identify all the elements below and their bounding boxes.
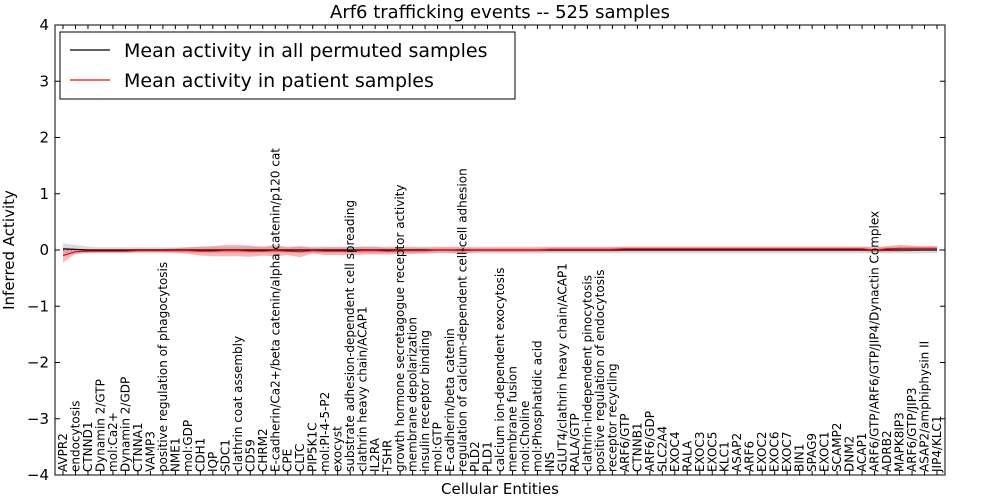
y-tick-label: −1 bbox=[27, 297, 49, 315]
chart-title: Arf6 trafficking events -- 525 samples bbox=[330, 2, 670, 23]
x-tick-label: EXOC5 bbox=[705, 432, 719, 473]
x-tick-label: BIN1 bbox=[793, 444, 807, 472]
x-tick-label: CTNNA1 bbox=[131, 422, 145, 472]
x-tick-label: EXOC1 bbox=[818, 431, 832, 472]
x-tick-label: AVPR2 bbox=[56, 433, 70, 472]
x-tick-label: DNM2 bbox=[843, 436, 857, 472]
x-tick-label: CTNND1 bbox=[81, 421, 95, 472]
x-tick-label: membrane depolarization bbox=[406, 317, 420, 472]
x-tick-label: exocyst bbox=[331, 426, 345, 472]
x-tick-label: receptor recycling bbox=[605, 363, 619, 472]
legend: Mean activity in all permuted samples Me… bbox=[59, 31, 516, 100]
x-tick-label: E-cadherin/beta catenin bbox=[443, 328, 457, 472]
x-axis-label: Cellular Entities bbox=[441, 480, 559, 498]
x-tick-label: RALA/GTP bbox=[568, 413, 582, 472]
x-tick-label: NME1 bbox=[168, 437, 182, 472]
x-tick-label: ACAP1 bbox=[855, 433, 869, 472]
x-tick-label: SPAG9 bbox=[805, 433, 819, 472]
x-tick-label: mol:GDP bbox=[181, 420, 195, 472]
x-tick-label: EXOC3 bbox=[693, 432, 707, 473]
x-tick-label: ARF6/GTP/ARF6/GTP/JIP4/Dynactin Complex bbox=[868, 211, 882, 472]
x-tick-label: CDH1 bbox=[193, 438, 207, 472]
x-tick-label: E-cadherin/Ca2+/beta catenin/alpha caten… bbox=[268, 148, 282, 472]
x-tick-label: mol:Ca2+ bbox=[106, 412, 120, 472]
y-tick-label: 4 bbox=[39, 16, 49, 34]
x-tick-label: EXOC4 bbox=[668, 432, 682, 473]
y-axis-label: Inferred Activity bbox=[0, 190, 18, 310]
y-tick-label: −2 bbox=[27, 354, 49, 372]
legend-label-permuted: Mean activity in all permuted samples bbox=[124, 40, 487, 62]
y-tick-label: 2 bbox=[39, 129, 49, 147]
x-tick-label: mol:Choline bbox=[518, 401, 532, 472]
x-tick-label: mol:Phosphatidic acid bbox=[531, 340, 545, 472]
x-tick-label: SDC1 bbox=[218, 439, 232, 472]
x-tick-label: GLUT4/clathrin heavy chain/ACAP1 bbox=[555, 263, 569, 472]
x-tick-label: CPE bbox=[281, 449, 295, 472]
x-tick-label: CLTC bbox=[293, 444, 307, 472]
x-tick-label: IL2RA bbox=[368, 437, 382, 472]
x-tick-label: SCAMP2 bbox=[830, 423, 844, 472]
x-tick-label: PLD2 bbox=[468, 441, 482, 472]
x-tick-label: MAPK8IP3 bbox=[893, 412, 907, 472]
x-tick-label: IQP bbox=[206, 452, 220, 472]
y-tick-label: 0 bbox=[39, 241, 49, 259]
x-tick-label: positive regulation of endocytosis bbox=[593, 269, 607, 472]
x-tick-label: ARF6/GTP/JIP3 bbox=[905, 387, 919, 472]
series-lines bbox=[55, 247, 945, 257]
x-tick-label: PLD1 bbox=[481, 441, 495, 472]
x-tick-label: endocytosis bbox=[69, 400, 83, 472]
x-tick-label: ASAP2 bbox=[730, 433, 744, 472]
x-tick-label: calcium ion-dependent exocytosis bbox=[493, 268, 507, 473]
confidence-band-permuted bbox=[63, 243, 937, 255]
x-tick-label: JIP4/KLC1 bbox=[930, 415, 944, 473]
y-tick-label: 1 bbox=[39, 185, 49, 203]
x-tick-label: Dynamin 2/GDP bbox=[118, 377, 132, 472]
x-tick-label: SLC2A4 bbox=[655, 426, 669, 472]
x-tick-label: growth hormone secretagogue receptor act… bbox=[393, 185, 407, 472]
x-tick-label: TSHR bbox=[381, 440, 395, 473]
x-tick-label: RALA bbox=[680, 440, 694, 472]
y-tick-label: 3 bbox=[39, 72, 49, 90]
series-line-patient bbox=[62, 247, 937, 257]
x-tick-label: EXOC7 bbox=[780, 432, 794, 473]
x-tick-label: VAMP3 bbox=[143, 431, 157, 472]
x-tick-label: positive regulation of phagocytosis bbox=[156, 262, 170, 472]
plot-frame bbox=[54, 24, 946, 476]
x-tick-label: ADRB2 bbox=[880, 430, 894, 472]
x-tick-label: EXOC2 bbox=[755, 432, 769, 473]
x-tick-label: insulin receptor binding bbox=[418, 330, 432, 472]
x-tick-label: clathrin heavy chain/ACAP1 bbox=[356, 306, 370, 472]
x-tick-label: mol:PI-4-5-P2 bbox=[318, 392, 332, 472]
x-tick-label: clathrin coat assembly bbox=[231, 336, 245, 472]
x-tick-label: ARF6/GTP bbox=[618, 413, 632, 472]
confidence-bands bbox=[63, 243, 937, 263]
x-tick-label: ARF6/GDP bbox=[643, 411, 657, 472]
x-tick-label: INS bbox=[543, 452, 557, 472]
x-tick-label: PIP5K1C bbox=[306, 422, 320, 472]
x-tick-label: regulation of calcium-dependent cell-cel… bbox=[456, 168, 470, 472]
x-tick-label: CHRM2 bbox=[256, 428, 270, 472]
x-tick-label: substrate adhesion-dependent cell spread… bbox=[343, 200, 357, 472]
y-axis-ticks: −4 −3 −2 −1 0 1 2 3 4 bbox=[27, 16, 945, 484]
y-tick-label: −3 bbox=[27, 410, 49, 428]
legend-box bbox=[59, 31, 516, 100]
x-tick-label: mol:GTP bbox=[431, 422, 445, 472]
x-tick-label: clathrin-independent pinocytosis bbox=[580, 275, 594, 472]
legend-label-patient: Mean activity in patient samples bbox=[124, 70, 434, 92]
x-tick-label: CTNNB1 bbox=[630, 422, 644, 472]
x-tick-label: CD59 bbox=[243, 439, 257, 472]
x-tick-label: KLC1 bbox=[718, 441, 732, 472]
x-tick-label: ASAP2/amphiphysin II bbox=[918, 341, 932, 472]
x-tick-label: EXOC6 bbox=[768, 432, 782, 473]
x-tick-label: Dynamin 2/GTP bbox=[94, 379, 108, 472]
x-tick-label: membrane fusion bbox=[506, 366, 520, 472]
x-tick-label: ARF6 bbox=[743, 441, 757, 472]
y-tick-label: −4 bbox=[27, 466, 49, 484]
